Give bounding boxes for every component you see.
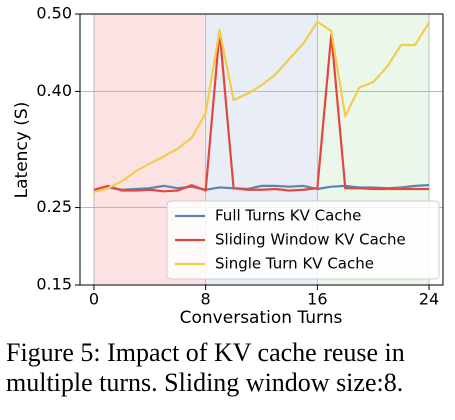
y-tick-label: 0.50	[36, 4, 72, 23]
line-series	[93, 29, 430, 193]
legend-label: Single Turn KV Cache	[215, 255, 374, 273]
line-series	[93, 20, 430, 194]
legend-box	[166, 200, 440, 280]
y-tick-label: 0.15	[36, 275, 72, 294]
y-tick-label: 0.40	[36, 81, 72, 100]
legend: Full Turns KV Cache Sliding Window KV Cac…	[166, 200, 440, 280]
y-axis-label: Latency (S)	[12, 102, 32, 199]
x-tick-label: 16	[307, 290, 327, 309]
x-tick-label: 24	[419, 290, 439, 309]
x-axis-label: Conversation Turns	[180, 308, 343, 328]
plot-frame	[79, 13, 444, 286]
chart: Latency (S) Conversation Turns 0.15 0.25 0…	[12, 4, 444, 328]
line-series	[93, 184, 430, 192]
legend-label: Sliding Window KV Cache	[215, 231, 406, 249]
x-tick-label: 0	[89, 290, 99, 309]
y-tick-label: 0.25	[36, 197, 72, 216]
caption: Figure 5: Impact of KV cache reuse in mu…	[6, 338, 405, 397]
legend-label: Full Turns KV Cache	[215, 207, 361, 225]
x-tick-label: 8	[201, 290, 211, 309]
